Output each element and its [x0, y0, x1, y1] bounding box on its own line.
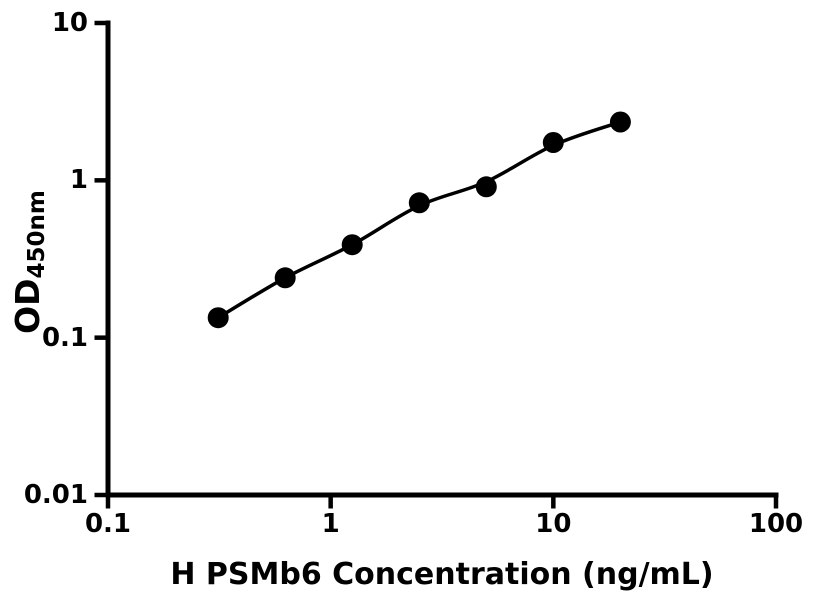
y-axis-title: OD 450nm	[8, 190, 50, 334]
data-point	[542, 132, 564, 153]
y-tick-label: 0.1	[41, 322, 88, 353]
fit-curve	[217, 120, 621, 320]
x-tick-label: 100	[748, 509, 804, 539]
y-tick-label: 10	[51, 8, 88, 38]
y-axis-title-subscript: 450nm	[24, 190, 50, 279]
data-point	[408, 192, 430, 214]
x-tick-label: 0.1	[84, 509, 132, 539]
x-axis-title: H PSMb6 Concentration (ng/mL)	[170, 557, 714, 592]
data-point	[609, 111, 631, 133]
data-point	[341, 234, 363, 256]
y-tick-label: 0.01	[23, 480, 88, 510]
data-point	[274, 267, 296, 289]
y-tick-label: 1	[69, 165, 88, 196]
x-tick-label: 1	[321, 509, 340, 539]
data-point	[475, 176, 497, 198]
x-tick-label: 10	[535, 509, 572, 539]
axes	[105, 20, 779, 498]
data-point	[207, 307, 229, 329]
